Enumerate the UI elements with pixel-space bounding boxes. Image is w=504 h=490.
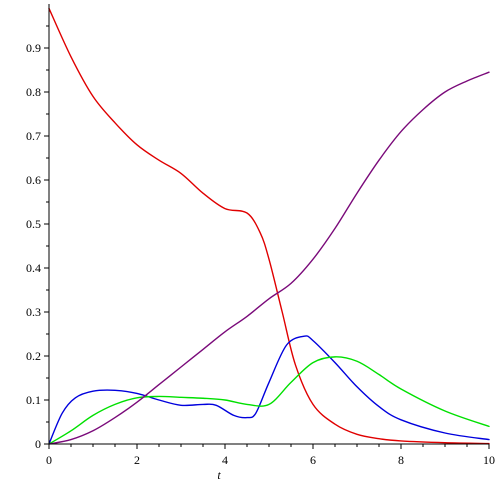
- y-tick-label: 0.7: [26, 129, 41, 143]
- x-tick-label: 4: [222, 453, 228, 467]
- y-tick-label: 0.3: [26, 305, 41, 319]
- y-tick-label: 0.5: [26, 217, 41, 231]
- axes: [48, 4, 489, 445]
- series-line-3: [48, 356, 490, 445]
- y-tick-label: 0.9: [26, 41, 41, 55]
- series-line-1: [48, 7, 490, 445]
- y-tick-label: 0.6: [26, 173, 41, 187]
- x-tick-label: 8: [398, 453, 404, 467]
- axis-ticks: 0 2 4 6 8 10 0 0.1 0.2 0.3 0.4 0.5 0.6 0.7 0.8 0.9: [26, 25, 495, 467]
- series-lines: [48, 7, 490, 445]
- y-tick-label: 0.1: [26, 393, 41, 407]
- x-tick-label: 10: [483, 453, 495, 467]
- x-tick-label: 0: [46, 453, 52, 467]
- x-tick-label: 6: [310, 453, 316, 467]
- y-tick-label: 0.4: [26, 261, 41, 275]
- y-tick-label: 0: [35, 437, 41, 451]
- series-line-4: [48, 71, 490, 445]
- y-tick-label: 0.2: [26, 349, 41, 363]
- x-axis-title: t: [217, 468, 221, 482]
- x-tick-label: 2: [134, 453, 140, 467]
- y-tick-label: 0.8: [26, 85, 41, 99]
- series-line-2: [48, 335, 490, 445]
